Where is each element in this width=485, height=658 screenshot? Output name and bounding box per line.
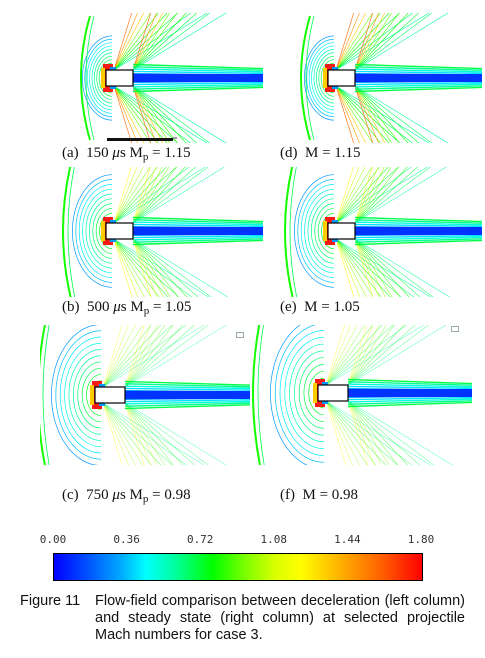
contour-panel-b [53,167,263,297]
contour-panel-e [272,167,482,297]
caption-e: (e) M = 1.05 [280,299,360,315]
corner-marker [236,332,244,338]
colorbar-tick-labels: 0.00 0.36 0.72 1.08 1.44 1.80 [0,533,485,549]
colorbar-tick: 1.44 [334,533,361,546]
colorbar-tick: 1.08 [260,533,288,546]
caption-d: (d) M = 1.15 [280,145,361,161]
contour-plot [40,325,262,465]
contour-plot [284,167,482,297]
figure-caption-text: Flow-field comparison between decelerati… [95,593,465,643]
contour-panel-d [272,13,482,143]
scale-bar-marker [173,137,177,139]
caption-c: (c) 750 μs Mp = 0.98 [62,487,191,505]
scale-bar [107,138,173,141]
contour-panel-f [250,325,472,465]
caption-b: (b) 500 μs Mp = 1.05 [62,299,192,317]
colorbar [53,553,423,581]
contour-panel-a [53,13,263,143]
contour-plot [62,167,263,297]
corner-marker [451,326,459,332]
colorbar-tick: 0.00 [39,533,67,546]
figure-label: Figure 11 [20,593,81,609]
colorbar-tick: 0.72 [186,533,214,546]
contour-plot [300,13,482,143]
colorbar-tick: 0.36 [113,533,140,546]
contour-plot [80,13,263,143]
contour-panel-c [40,325,262,465]
contour-plot [252,325,472,465]
caption-f: (f) M = 0.98 [280,487,359,503]
caption-a: (a) 150 μs Mp = 1.15 [62,145,191,163]
colorbar-tick: 1.80 [407,533,435,546]
